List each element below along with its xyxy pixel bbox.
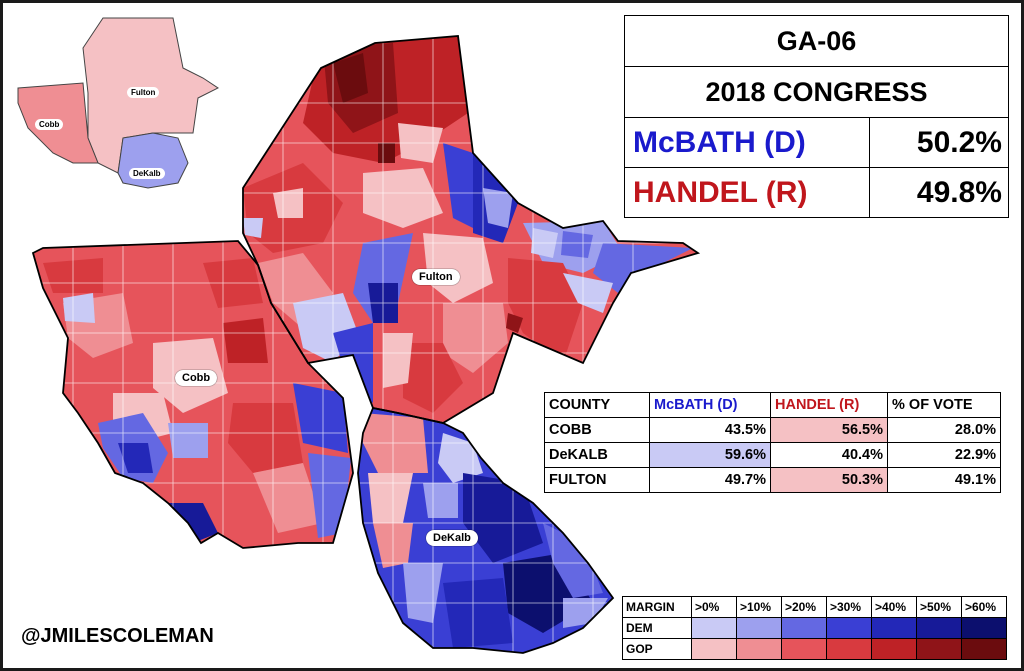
county-table-header: COUNTY McBATH (D) HANDEL (R) % OF VOTE [544, 392, 1001, 418]
header-share: % OF VOTE [887, 392, 1001, 418]
county-name: COBB [544, 417, 650, 443]
legend-dem-swatch [781, 617, 827, 639]
legend-bin-label: >50% [916, 596, 962, 618]
legend-dem-swatch [961, 617, 1007, 639]
legend-dem-label: DEM [622, 617, 692, 639]
header-county: COUNTY [544, 392, 650, 418]
dem-pct: 59.6% [649, 442, 771, 468]
legend-dem-swatch [871, 617, 917, 639]
table-row: FULTON 49.7% 50.3% 49.1% [544, 467, 1001, 493]
inset-label-fulton: Fulton [127, 87, 160, 98]
rep-pct: 50.3% [770, 467, 888, 493]
legend-gop-swatch [736, 638, 782, 660]
candidate-row-rep: HANDEL (R) 49.8% [625, 168, 1008, 217]
results-title: GA-06 [625, 16, 1008, 67]
candidate-pct-rep: 49.8% [916, 175, 1002, 209]
candidate-pct-dem: 50.2% [916, 125, 1002, 159]
legend-gop-row: GOP [622, 638, 1007, 660]
vote-share: 28.0% [887, 417, 1001, 443]
legend-gop-swatch [826, 638, 872, 660]
legend-gop-swatch [961, 638, 1007, 660]
author-credit: @JMILESCOLEMAN [21, 625, 214, 647]
county-label-cobb: Cobb [175, 370, 218, 386]
candidate-row-dem: McBATH (D) 50.2% [625, 118, 1008, 168]
table-row: DeKALB 59.6% 40.4% 22.9% [544, 442, 1001, 468]
legend-bin-label: >10% [736, 596, 782, 618]
results-subtitle: 2018 CONGRESS [625, 67, 1008, 118]
legend-dem-swatch [916, 617, 962, 639]
precinct-map [17, 17, 701, 654]
header-dem: McBATH (D) [649, 392, 771, 418]
county-results-table: COUNTY McBATH (D) HANDEL (R) % OF VOTE C… [544, 392, 1001, 493]
vote-share: 49.1% [887, 467, 1001, 493]
county-label-dekalb: DeKalb [426, 530, 478, 546]
dem-pct: 49.7% [649, 467, 771, 493]
county-name: FULTON [544, 467, 650, 493]
legend-bin-label: >0% [691, 596, 737, 618]
legend-bin-label: >40% [871, 596, 917, 618]
county-name: DeKALB [544, 442, 650, 468]
legend-gop-swatch [916, 638, 962, 660]
rep-pct: 40.4% [770, 442, 888, 468]
inset-label-cobb: Cobb [35, 119, 64, 130]
legend-bin-label: >30% [826, 596, 872, 618]
legend-dem-swatch [826, 617, 872, 639]
inset-label-dekalb: DeKalb [129, 168, 165, 179]
margin-legend: MARGIN >0% >10% >20% >30% >40% >50% >60% DEM G… [622, 596, 1007, 660]
table-row: COBB 43.5% 56.5% 28.0% [544, 417, 1001, 443]
county-borders [31, 35, 701, 654]
results-box: GA-06 2018 CONGRESS McBATH (D) 50.2% HAN… [624, 15, 1009, 218]
legend-bin-label: >60% [961, 596, 1007, 618]
legend-dem-row: DEM [622, 617, 1007, 639]
inset-county-map [17, 17, 219, 189]
dem-pct: 43.5% [649, 417, 771, 443]
results-divider [869, 118, 870, 217]
legend-header-label: MARGIN [622, 596, 692, 618]
legend-dem-swatch [691, 617, 737, 639]
legend-gop-label: GOP [622, 638, 692, 660]
vote-share: 22.9% [887, 442, 1001, 468]
legend-gop-swatch [691, 638, 737, 660]
legend-dem-swatch [736, 617, 782, 639]
legend-bin-label: >20% [781, 596, 827, 618]
candidate-name-dem: McBATH (D) [633, 125, 806, 159]
header-rep: HANDEL (R) [770, 392, 888, 418]
candidate-name-rep: HANDEL (R) [633, 175, 808, 209]
legend-gop-swatch [781, 638, 827, 660]
county-label-fulton: Fulton [412, 269, 460, 285]
legend-header-row: MARGIN >0% >10% >20% >30% >40% >50% >60% [622, 596, 1007, 618]
legend-gop-swatch [871, 638, 917, 660]
rep-pct: 56.5% [770, 417, 888, 443]
